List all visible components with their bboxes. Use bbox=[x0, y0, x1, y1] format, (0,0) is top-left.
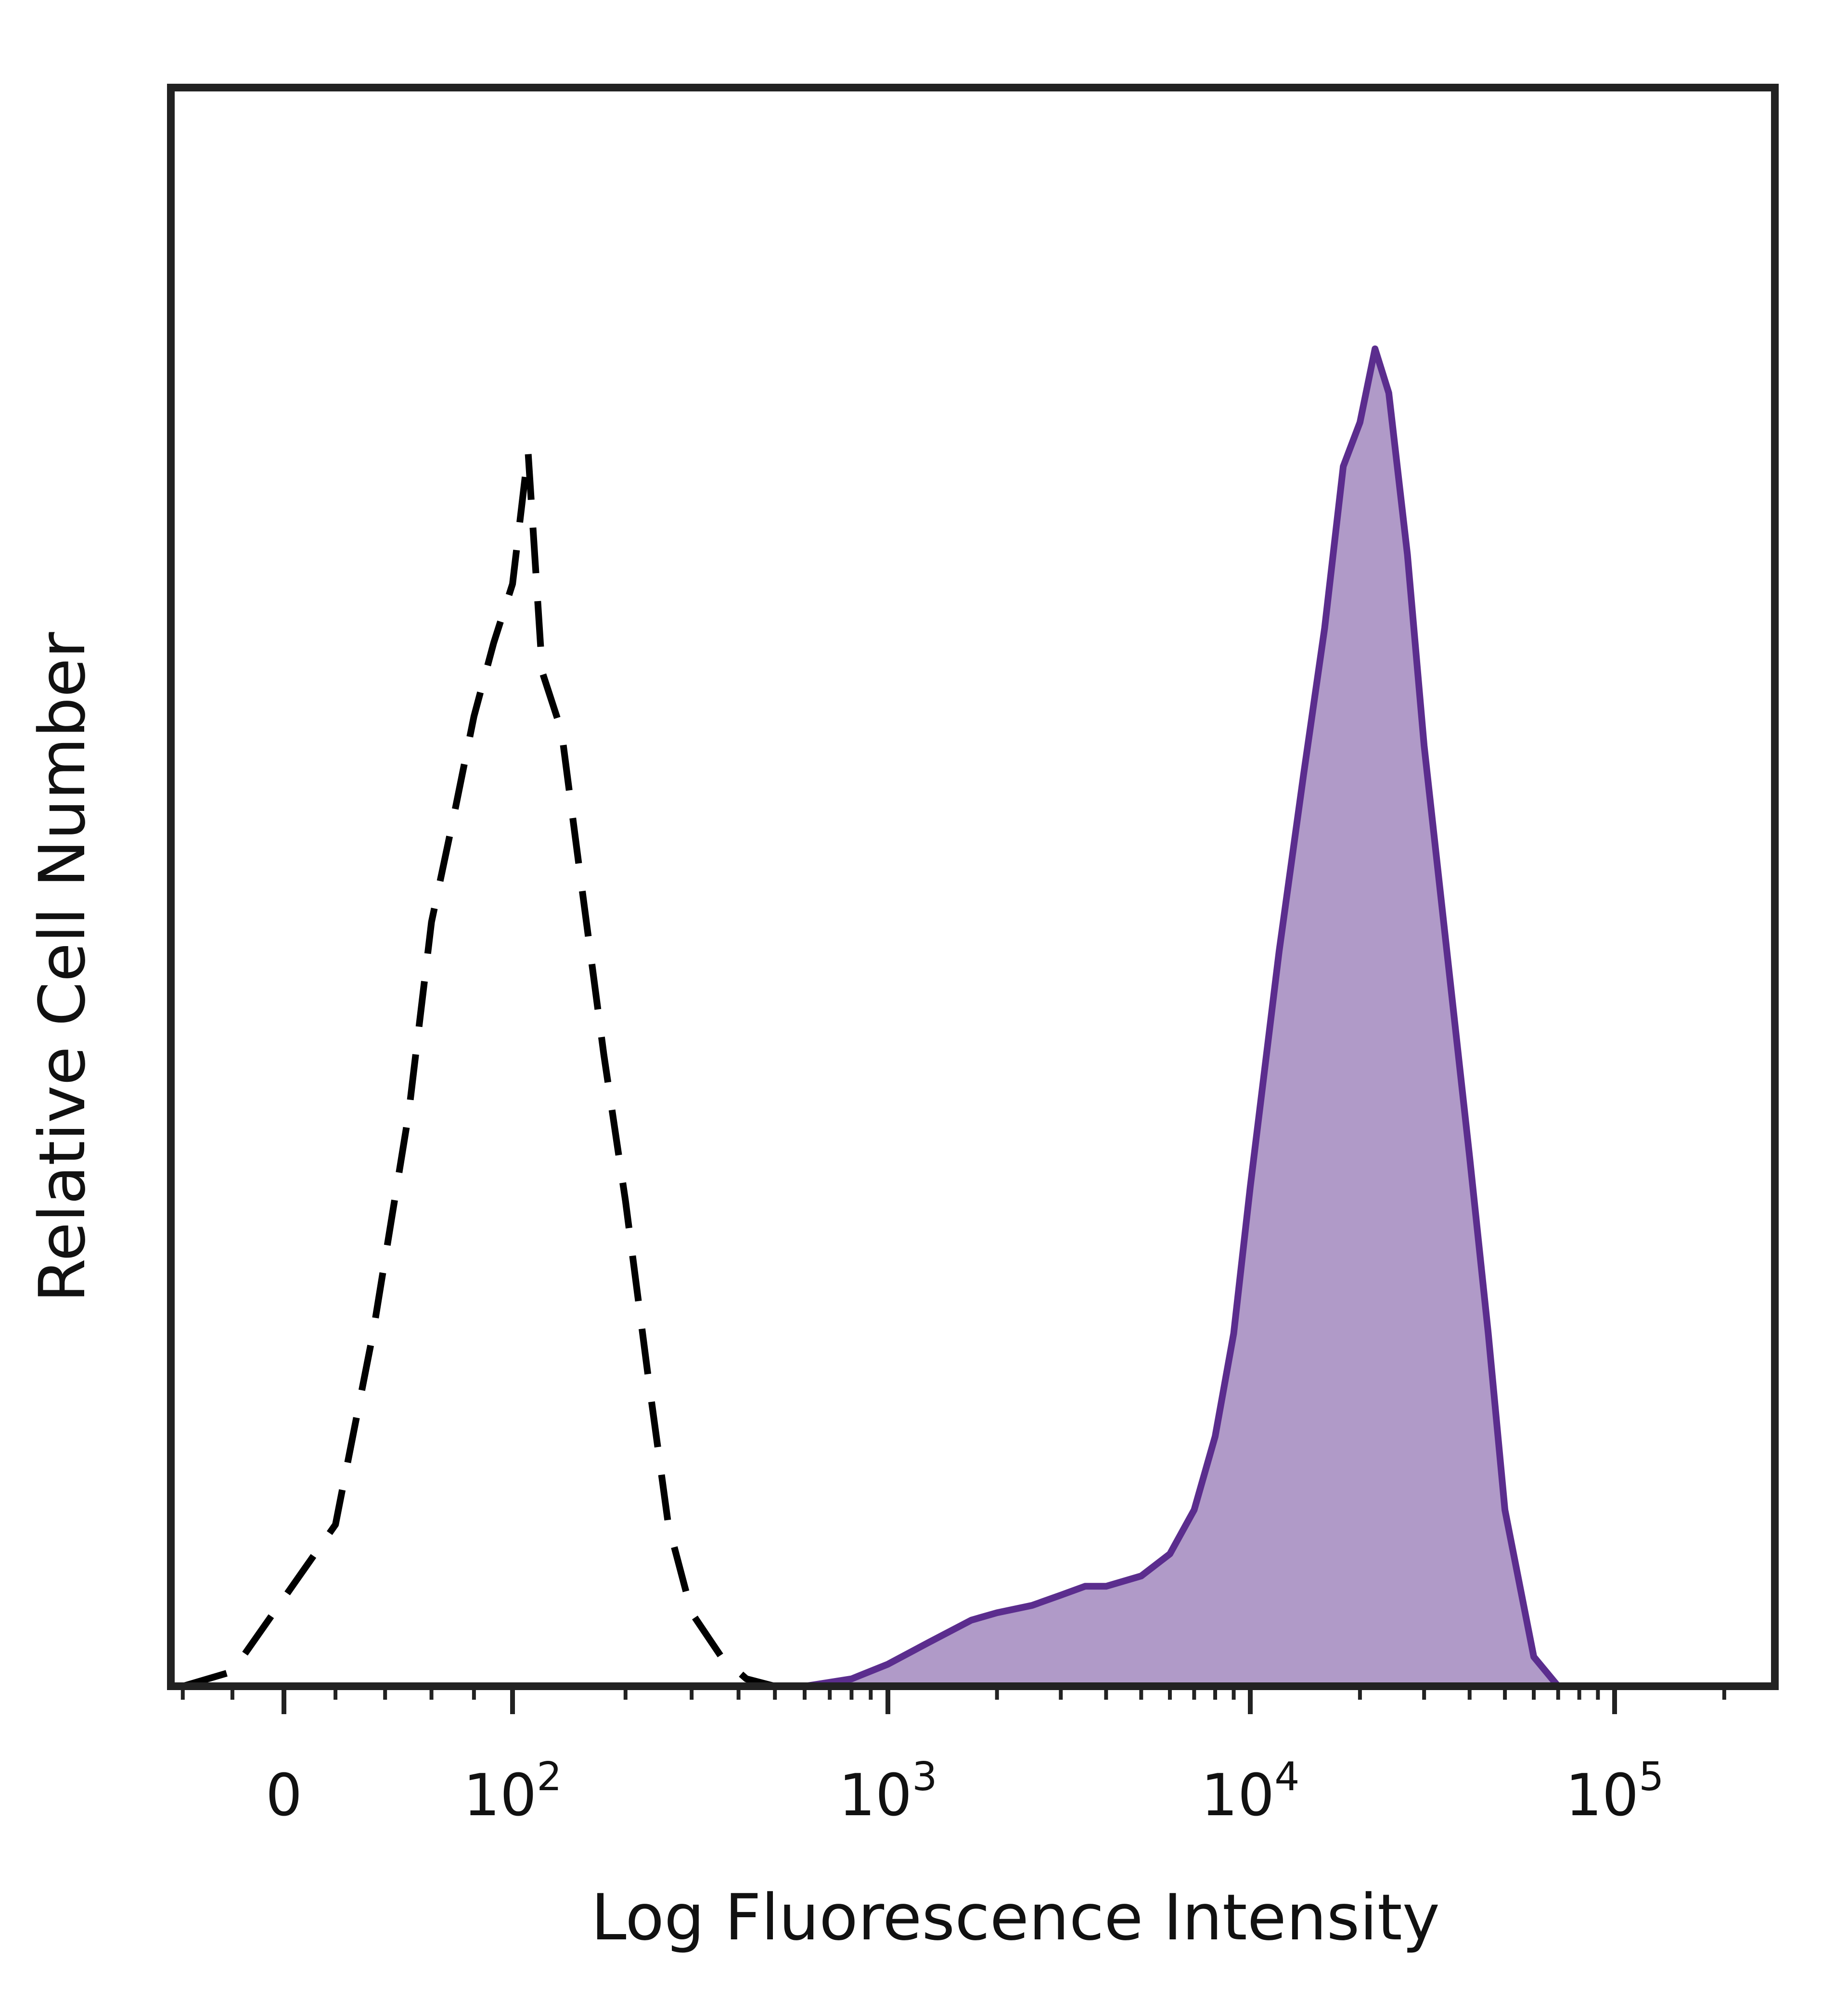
series-0-line bbox=[181, 448, 805, 1690]
series-1-line bbox=[804, 345, 1561, 1690]
y-axis-title: Relative Cell Number bbox=[26, 632, 100, 1303]
x-tick-label: 105 bbox=[1566, 1754, 1664, 1829]
x-tick-label: 103 bbox=[839, 1754, 937, 1829]
plot-frame bbox=[167, 84, 1779, 1690]
x-major-ticks: 0 102 103 104 105 bbox=[266, 1686, 1664, 1829]
x-tick-label: 102 bbox=[463, 1754, 562, 1829]
series-1-fill bbox=[805, 348, 1558, 1687]
x-minor-ticks bbox=[180, 1686, 1726, 1700]
series-layer bbox=[181, 345, 1561, 1690]
x-tick-label: 104 bbox=[1201, 1754, 1300, 1829]
x-tick-label: 0 bbox=[266, 1762, 302, 1829]
x-axis-title: Log Fluorescence Intensity bbox=[591, 1881, 1440, 1955]
